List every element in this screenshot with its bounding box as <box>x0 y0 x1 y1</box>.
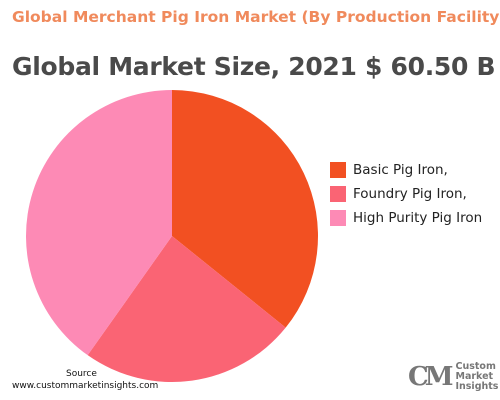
legend-swatch <box>330 186 346 202</box>
logo-mark: CM <box>408 362 454 392</box>
legend-label: Basic Pig Iron, <box>353 162 448 178</box>
legend-swatch <box>330 210 346 226</box>
pie-slice-high-purity-pig-iron <box>26 90 173 356</box>
legend-label: High Purity Pig Iron <box>353 210 483 226</box>
logo-line: Insights <box>455 381 499 392</box>
pie-slice-foundry-pig-iron <box>87 236 286 382</box>
legend-item-basic-pig-iron: Basic Pig Iron, <box>330 158 482 182</box>
source-url: www.custommarketinsights.com <box>12 381 159 391</box>
chart-subtitle: Global Market Size, 2021 $ 60.50 B <box>12 52 496 81</box>
legend-label: Foundry Pig Iron, <box>353 186 467 202</box>
logo-line: Market <box>455 371 494 382</box>
legend-item-high-purity-pig-iron: High Purity Pig Iron <box>330 206 482 230</box>
source-label: Source <box>66 369 97 379</box>
pie-slice-basic-pig-iron <box>172 90 318 328</box>
legend-item-foundry-pig-iron: Foundry Pig Iron, <box>330 182 482 206</box>
chart-title: Global Merchant Pig Iron Market (By Prod… <box>12 8 500 26</box>
legend-swatch <box>330 162 346 178</box>
legend: Basic Pig Iron, Foundry Pig Iron, High P… <box>330 158 482 230</box>
company-logo: CM Custom Market Insights <box>408 362 498 393</box>
source-note: Source www.custommarketinsights.com <box>12 368 158 392</box>
logo-text: Custom Market Insights <box>455 362 498 392</box>
logo-line: Custom <box>455 361 496 372</box>
